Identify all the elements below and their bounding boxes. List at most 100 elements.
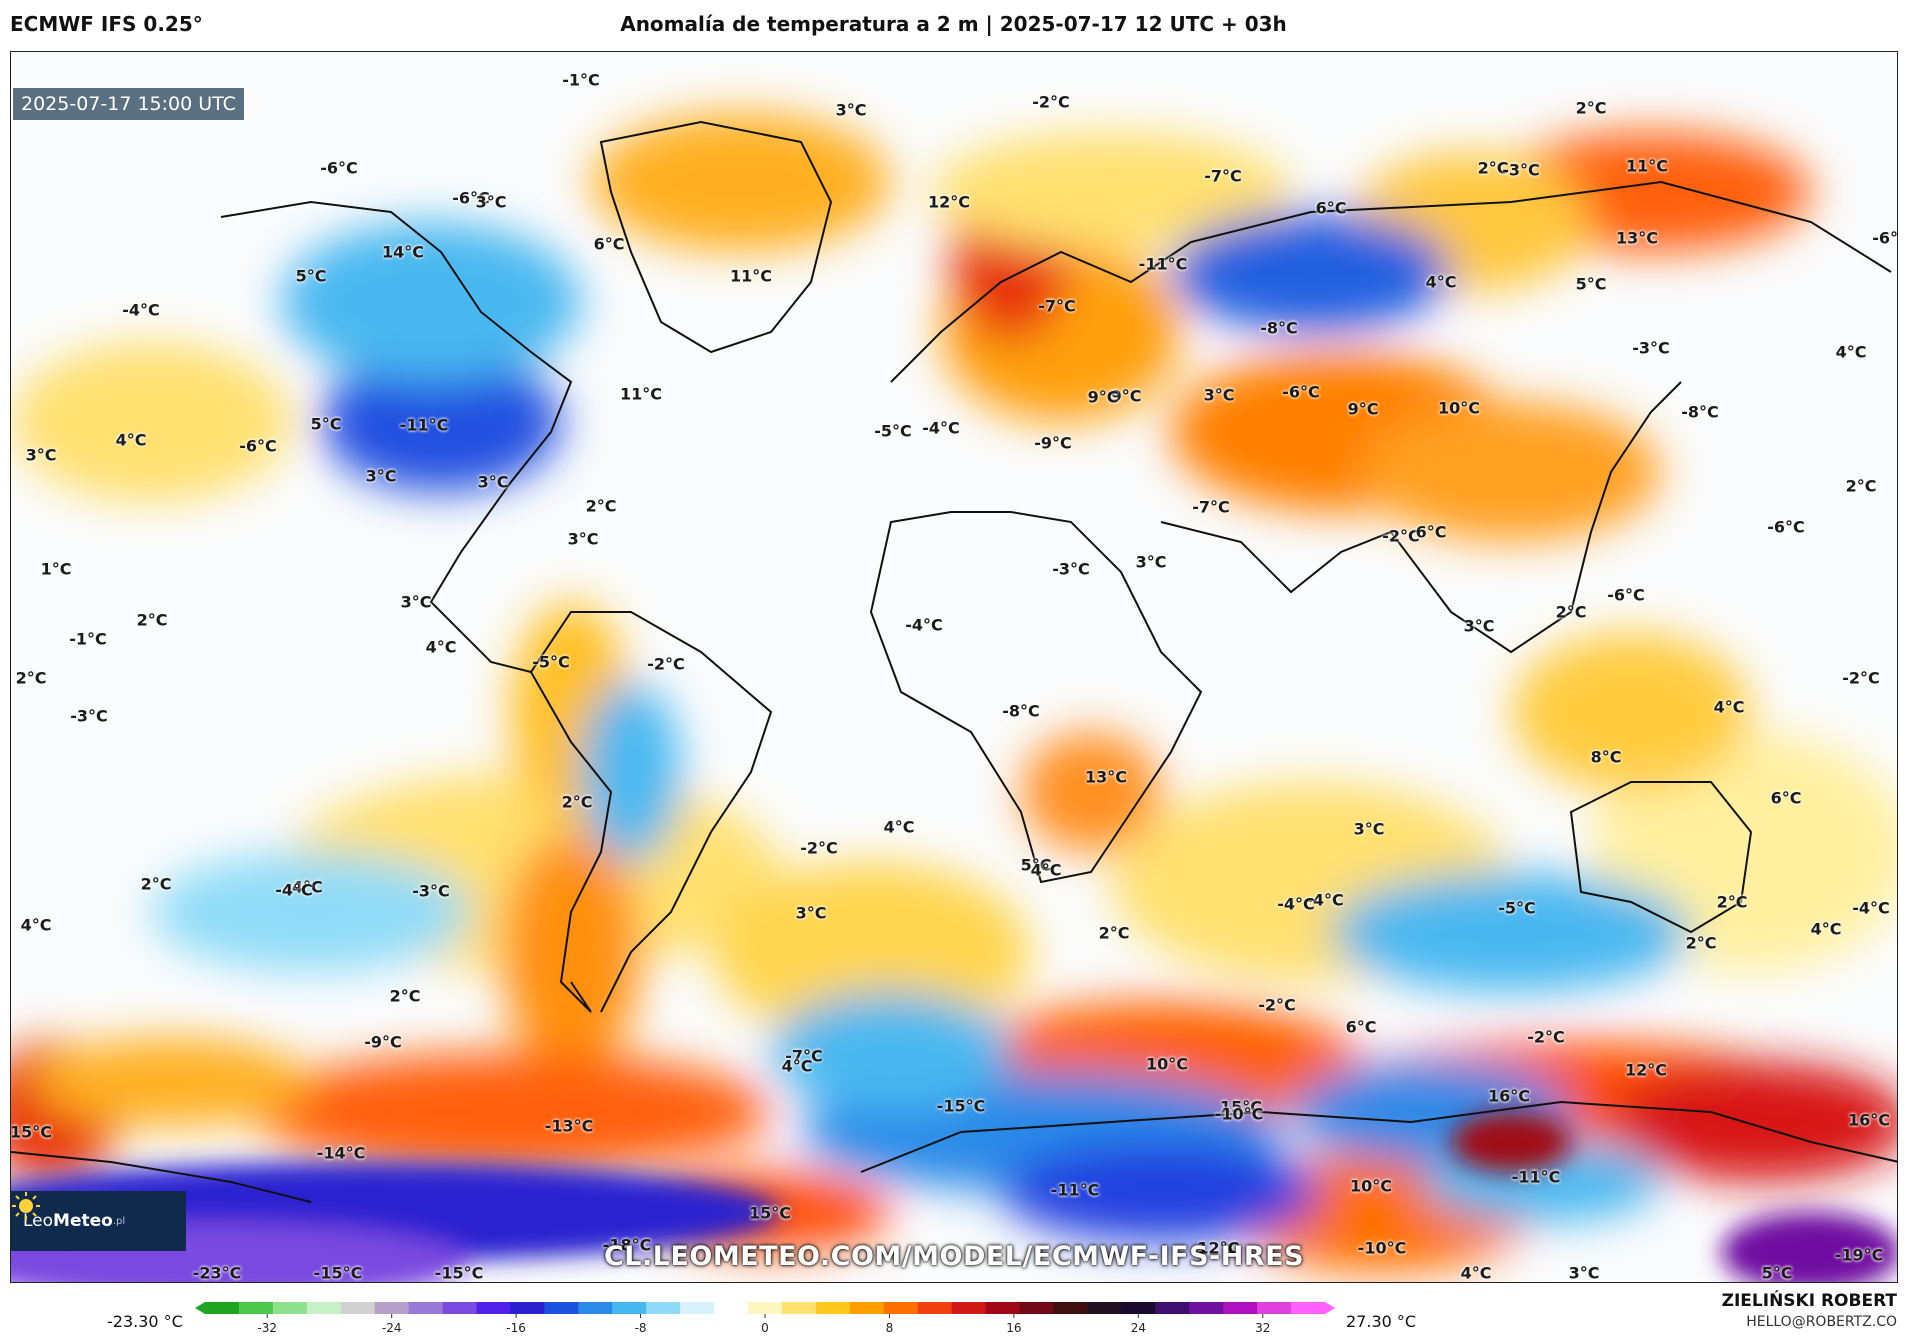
temperature-label: 4°C [1810, 919, 1842, 939]
colorbar-cell [714, 1302, 749, 1314]
temperature-label: -11°C [1050, 1180, 1100, 1200]
temperature-label: 2°C [1845, 476, 1877, 496]
temperature-label: -11°C [1511, 1167, 1561, 1187]
temperature-label: 6°C [593, 234, 625, 254]
temperature-label: 4°C [1425, 272, 1457, 292]
temperature-label: -12°C [1190, 1238, 1240, 1258]
temperature-label: 9°C [1347, 399, 1379, 419]
temperature-label: -4°C [1277, 894, 1315, 914]
author-contact[interactable]: HELLO@ROBERTZ.CO [1746, 1314, 1897, 1330]
temperature-label: 3°C [477, 472, 509, 492]
colorbar-cell [1121, 1302, 1156, 1314]
colorbar-cell [883, 1302, 919, 1314]
colorbar-cell [917, 1302, 953, 1314]
temperature-label: 2°C [140, 874, 172, 894]
temperature-label: 4°C [1460, 1263, 1492, 1283]
temperature-label: 6°C [1770, 788, 1802, 808]
temperature-label: 3°C [795, 903, 827, 923]
temperature-label: -3°C [412, 881, 450, 901]
colorbar-cell [578, 1302, 613, 1314]
temperature-label: -5°C [532, 652, 570, 672]
colorbar-cell [408, 1302, 444, 1314]
colorbar-cell [815, 1302, 851, 1314]
temperature-label: 15°C [10, 1122, 53, 1142]
colorbar-cell [272, 1302, 308, 1314]
temperature-label: 11°C [729, 266, 773, 286]
author-name: ZIELIŃSKI ROBERT [1721, 1291, 1897, 1311]
colorbar-cell [442, 1302, 478, 1314]
leometeo-logo[interactable]: Leo Meteo .pl [11, 1191, 186, 1251]
temperature-label: -15°C [936, 1096, 986, 1116]
temperature-label: 2°C [15, 668, 47, 688]
scale-min-label: -23.30 °C [107, 1312, 183, 1331]
logo-text-leo: Leo [23, 1211, 54, 1231]
temperature-label: 4°C [1713, 697, 1745, 717]
sun-icon [12, 1192, 40, 1220]
temperature-label: 3°C [835, 100, 867, 120]
colorbar-cell [849, 1302, 885, 1314]
temperature-label: -6°C [239, 436, 277, 456]
temperature-label: 10°C [1437, 398, 1481, 418]
temperature-label: 3°C [475, 192, 507, 212]
temperature-label: 13°C [1084, 767, 1128, 787]
temperature-label: 6°C [1415, 522, 1447, 542]
temperature-label: 6°C [1315, 198, 1347, 218]
temperature-label: 2°C [1716, 892, 1748, 912]
colorbar-cell [612, 1302, 647, 1314]
colorbar-cell [1155, 1302, 1190, 1314]
colorbar-cell [1223, 1302, 1258, 1314]
temperature-label: -3°C [1052, 559, 1090, 579]
temperature-label: -11°C [399, 415, 449, 435]
temperature-label: 2°C [1685, 933, 1717, 953]
model-url-watermark[interactable]: CL.LEOMETEO.COM/MODEL/ECMWF-IFS-HRES [603, 1241, 1305, 1272]
scale-max-label: 27.30 °C [1346, 1312, 1417, 1331]
temperature-label: 10°C [1349, 1176, 1393, 1196]
temperature-label: -23°C [192, 1263, 242, 1283]
temperature-label: -4°C [1306, 890, 1344, 910]
colorbar-tick-label: 24 [1131, 1321, 1146, 1335]
temperature-label: 8°C [1590, 747, 1622, 767]
colorbar: -32 -24 -16 -8 0 8 16 24 32 [195, 1302, 1335, 1335]
colorbar-cell [544, 1302, 579, 1314]
colorbar-cell [340, 1302, 376, 1314]
colorbar-cell [205, 1302, 240, 1314]
temperature-label: 4°C [115, 430, 147, 450]
temperature-label: -8°C [1681, 402, 1719, 422]
temperature-label: -6°C [1767, 517, 1805, 537]
temperature-label: -3°C [70, 706, 108, 726]
colorbar-min-arrow [195, 1302, 205, 1314]
colorbar-cell [476, 1302, 512, 1314]
temperature-label: -8°C [1002, 701, 1040, 721]
colorbar-cell [1019, 1302, 1055, 1314]
colorbar-cell [1053, 1302, 1089, 1314]
temperature-label: 3°C [365, 466, 397, 486]
temperature-label: 3°C [1203, 385, 1235, 405]
colorbar-cell [306, 1302, 342, 1314]
temperature-label: 5°C [295, 266, 327, 286]
temperature-label: -2°C [1842, 668, 1880, 688]
temperature-label: -3°C [1632, 338, 1670, 358]
temperature-label: 4°C [20, 915, 52, 935]
valid-time-badge: 2025-07-17 15:00 UTC [13, 88, 244, 120]
colorbar-cell [1257, 1302, 1292, 1314]
colorbar-cell [781, 1302, 817, 1314]
temperature-label: 15°C [1219, 1097, 1263, 1117]
temperature-label: -1°C [69, 629, 107, 649]
temperature-label: 13°C [1615, 228, 1659, 248]
temperature-label: -9°C [364, 1032, 402, 1052]
temperature-label: 5°C [310, 414, 342, 434]
map-area[interactable]: 2025-07-17 15:00 UTC -1°C -2°C 2°C 3°C -6°C -… [10, 51, 1898, 1283]
temperature-label: 3°C [1353, 819, 1385, 839]
colorbar-cell [748, 1302, 783, 1314]
temperature-label: -18°C [602, 1235, 652, 1255]
colorbar-tick-label: -32 [257, 1321, 277, 1335]
temperature-label: -6°C [1607, 585, 1645, 605]
temperature-label: 10°C [1145, 1054, 1189, 1074]
temperature-label: -6°C [452, 188, 490, 208]
temperature-label: 15°C [748, 1203, 792, 1223]
temperature-label: 6°C [1345, 1017, 1377, 1037]
temperature-label: 3°C [25, 445, 57, 465]
colorbar-cell [646, 1302, 681, 1314]
temperature-label: 4°C [1835, 342, 1867, 362]
temperature-label: -4°C [275, 880, 313, 900]
